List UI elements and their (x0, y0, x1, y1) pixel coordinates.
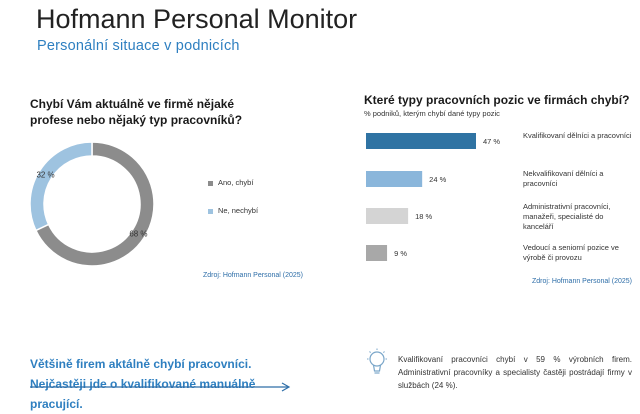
bar-value-label: 47 % (483, 137, 500, 146)
legend-item: Ne, nechybí (208, 206, 258, 215)
donut-chart-question: Chybí Vám aktuálně ve firmě nějaké profe… (30, 97, 243, 127)
legend-swatch (208, 208, 213, 214)
donut-slice (30, 141, 93, 232)
donut-slice (34, 141, 155, 267)
bar-category-label: Kvalifikovaní dělníci a pracovníci (523, 131, 632, 140)
lightbulb-icon (367, 348, 387, 374)
legend-swatch (208, 180, 213, 186)
bar-chart: 47 % 24 % 18 % 9 % (366, 133, 500, 261)
legend-label: Ano, chybí (218, 178, 254, 187)
bar-category-label: Administrativní pracovníci, manažeři, sp… (523, 202, 611, 231)
arrow-right-icon (30, 382, 291, 392)
bar (366, 245, 388, 261)
bar (366, 171, 423, 187)
bar-chart-question: Které typy pracovních pozic ve firmách c… (364, 93, 630, 107)
bar-chart-subtitle: % podniků, kterým chybí dané typy pozic (364, 109, 500, 118)
bar (366, 208, 409, 224)
donut-value-label: 32 % (36, 171, 54, 180)
donut-value-label: 68 % (129, 229, 147, 238)
bar-value-label: 18 % (415, 212, 432, 221)
bar-category-label: Vedoucí a seniorní pozice ve výrobě či p… (523, 243, 619, 262)
donut-chart: 68 % 32 % (30, 141, 155, 267)
bar-value-label: 24 % (429, 175, 446, 184)
bar-source: Zdroj: Hofmann Personal (2025) (532, 278, 632, 285)
page-title: Hofmann Personal Monitor (36, 4, 358, 34)
page-subtitle: Personální situace v podnicích (37, 38, 240, 54)
legend-label: Ne, nechybí (218, 206, 259, 215)
insight-text: Kvalifikovaní pracovníci chybí v 59 % vý… (398, 355, 632, 390)
bar (366, 133, 476, 149)
bar-value-label: 9 % (394, 249, 407, 258)
donut-source: Zdroj: Hofmann Personal (2025) (203, 272, 303, 279)
legend-item: Ano, chybí (208, 178, 253, 187)
bar-category-label: Nekvalifikovaní dělníci a pracovníci (523, 169, 604, 188)
